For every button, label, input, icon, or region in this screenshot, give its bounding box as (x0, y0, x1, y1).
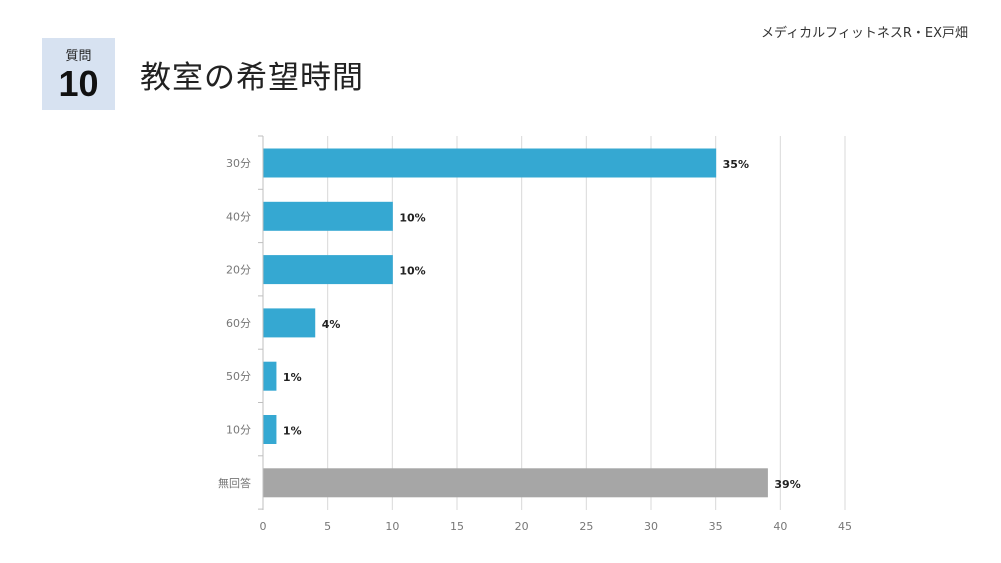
data-label: 39% (774, 478, 800, 491)
category-label: 無回答 (218, 476, 251, 490)
x-tick-label: 5 (324, 520, 331, 533)
category-label: 40分 (226, 210, 251, 223)
bar (263, 148, 717, 178)
category-label: 20分 (226, 264, 251, 277)
x-tick-label: 45 (838, 520, 852, 533)
bar (263, 255, 393, 285)
category-label: 30分 (226, 157, 251, 170)
category-label: 60分 (226, 317, 251, 330)
x-tick-label: 0 (260, 520, 267, 533)
category-label: 10分 (226, 424, 251, 437)
data-label: 35% (723, 158, 749, 171)
x-tick-label: 10 (385, 520, 399, 533)
bar (263, 468, 768, 498)
x-tick-label: 30 (644, 520, 658, 533)
x-tick-label: 35 (709, 520, 723, 533)
data-label: 1% (283, 425, 302, 438)
x-tick-label: 20 (515, 520, 529, 533)
x-tick-label: 40 (773, 520, 787, 533)
x-tick-label: 15 (450, 520, 464, 533)
bar (263, 308, 316, 338)
data-label: 1% (283, 371, 302, 384)
bar (263, 415, 277, 444)
data-label: 10% (399, 265, 425, 278)
bar (263, 361, 277, 391)
question-number: 10 (58, 63, 99, 104)
category-label: 50分 (226, 370, 251, 383)
company-name: メディカルフィットネスR・EX戸畑 (761, 26, 968, 41)
bar (263, 201, 393, 231)
question-label: 質問 (65, 49, 92, 64)
page-title: 教室の希望時間 (140, 60, 364, 96)
question-badge: 質問 10 (42, 38, 115, 110)
x-tick-label: 25 (579, 520, 593, 533)
data-label: 4% (322, 318, 341, 331)
data-label: 10% (399, 211, 425, 224)
